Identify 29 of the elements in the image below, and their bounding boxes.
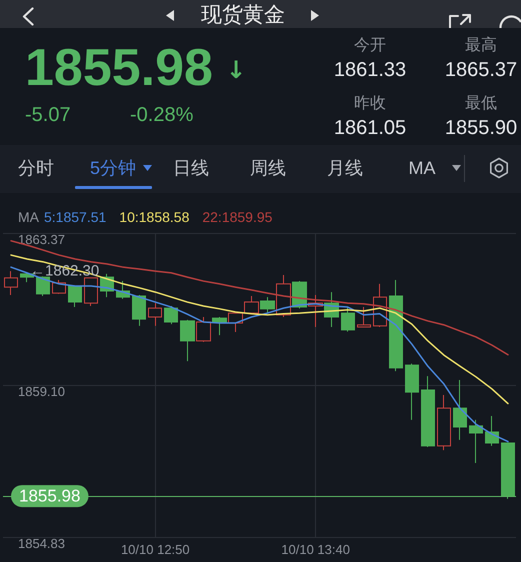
y-tick-label: 1859.10: [18, 384, 65, 399]
text: 最低: [465, 95, 497, 112]
text: 昨收: [354, 95, 386, 112]
text: 月线: [327, 158, 363, 178]
x-tick-label: 10/10 13:40: [281, 542, 350, 557]
text: 5分钟: [90, 158, 136, 178]
text: 1855.90: [444, 117, 518, 139]
text: ↓: [226, 56, 246, 84]
text: 1861.33: [334, 59, 406, 81]
y-tick-label: 1854.83: [18, 536, 65, 551]
chart-title: 现货黄金: [201, 2, 285, 26]
text: 10:1858.58: [119, 209, 190, 225]
ref-line-label: 1855.98: [19, 486, 80, 506]
text: -0.28%: [130, 104, 194, 126]
text: 最高: [465, 37, 497, 54]
text: 周线: [250, 158, 286, 178]
text: 分时: [18, 158, 54, 178]
text: MA: [408, 158, 436, 178]
x-tick-label: 10/10 12:50: [120, 542, 190, 557]
text: 今开: [354, 37, 386, 54]
text: 1861.05: [334, 117, 406, 139]
text: 1865.37: [444, 59, 518, 81]
text: 日线: [173, 158, 209, 178]
legend-title: MA: [18, 209, 40, 225]
text: 5:1857.51: [44, 209, 106, 225]
text: 22:1859.95: [202, 209, 273, 225]
y-tick-label: 1863.37: [18, 232, 65, 247]
text: -5.07: [25, 104, 71, 126]
text: 1855.98: [25, 39, 213, 97]
